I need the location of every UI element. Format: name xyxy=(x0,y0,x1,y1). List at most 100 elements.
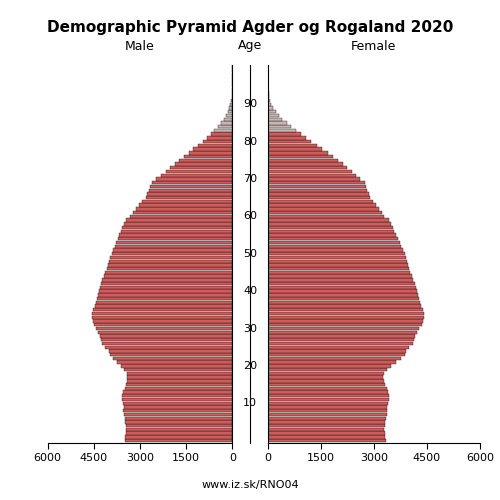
Text: 90: 90 xyxy=(243,99,257,109)
Bar xyxy=(96,327,232,330)
Bar xyxy=(268,278,413,281)
Bar xyxy=(268,122,286,124)
Bar xyxy=(118,237,232,240)
Bar xyxy=(166,170,232,173)
Bar xyxy=(230,106,232,110)
Bar xyxy=(118,360,232,364)
Bar xyxy=(268,312,424,315)
Bar xyxy=(268,256,406,259)
Bar xyxy=(268,211,382,214)
Bar xyxy=(92,320,232,322)
Bar xyxy=(268,364,392,368)
Bar xyxy=(207,136,233,140)
Bar xyxy=(101,338,232,342)
Bar xyxy=(268,185,366,188)
Bar xyxy=(150,185,232,188)
Bar xyxy=(268,267,409,270)
Bar xyxy=(100,334,232,338)
Bar xyxy=(268,95,269,98)
Bar xyxy=(268,316,424,319)
Bar xyxy=(130,214,232,218)
Bar xyxy=(231,99,232,102)
Bar xyxy=(184,155,232,158)
Bar xyxy=(268,188,368,192)
Bar xyxy=(268,222,391,226)
Bar xyxy=(94,304,232,308)
Bar xyxy=(268,226,392,230)
Bar xyxy=(268,248,403,252)
Bar xyxy=(268,372,384,375)
Bar xyxy=(268,346,409,349)
Bar xyxy=(268,290,417,293)
Bar xyxy=(268,327,420,330)
Bar xyxy=(268,174,356,177)
Bar xyxy=(226,114,232,117)
Bar xyxy=(161,174,232,177)
Bar xyxy=(268,323,422,326)
Bar xyxy=(198,144,232,147)
Bar xyxy=(268,234,396,236)
Bar xyxy=(268,360,396,364)
Bar xyxy=(113,356,232,360)
Bar xyxy=(268,158,338,162)
Bar xyxy=(140,204,232,207)
Bar xyxy=(268,162,342,166)
Bar xyxy=(268,166,347,170)
Bar xyxy=(124,409,232,412)
Bar xyxy=(148,188,232,192)
Bar xyxy=(268,151,328,154)
Bar xyxy=(268,192,369,196)
Bar xyxy=(268,204,376,207)
Bar xyxy=(268,286,416,289)
Bar xyxy=(120,234,232,236)
Bar xyxy=(126,424,232,428)
Bar xyxy=(268,342,412,345)
Text: Female: Female xyxy=(351,40,397,52)
Bar xyxy=(228,110,232,114)
Bar xyxy=(268,144,317,147)
Text: 10: 10 xyxy=(243,398,257,408)
Text: 80: 80 xyxy=(243,136,257,146)
Bar xyxy=(180,158,233,162)
Bar xyxy=(268,386,386,390)
Bar xyxy=(268,155,332,158)
Bar xyxy=(100,286,232,289)
Bar xyxy=(98,290,232,293)
Bar xyxy=(175,162,233,166)
Bar xyxy=(121,230,232,233)
Bar xyxy=(124,416,232,420)
Bar xyxy=(122,398,232,401)
Bar xyxy=(268,241,400,244)
Text: Age: Age xyxy=(238,40,262,52)
Bar xyxy=(203,140,232,143)
Bar xyxy=(268,424,384,428)
Bar xyxy=(268,428,384,431)
Bar xyxy=(268,118,282,121)
Bar xyxy=(268,435,386,438)
Bar xyxy=(112,252,232,256)
Bar xyxy=(268,368,387,372)
Bar xyxy=(101,282,232,286)
Bar xyxy=(268,409,387,412)
Bar xyxy=(268,264,408,266)
Bar xyxy=(125,420,232,424)
Text: 30: 30 xyxy=(243,324,257,334)
Bar xyxy=(133,211,232,214)
Bar xyxy=(123,390,232,394)
Bar xyxy=(268,330,417,334)
Bar xyxy=(268,402,388,405)
Bar xyxy=(268,398,388,401)
Text: 70: 70 xyxy=(243,174,257,184)
Bar xyxy=(268,99,270,102)
Bar xyxy=(268,200,373,203)
Text: 60: 60 xyxy=(243,212,257,222)
Bar xyxy=(128,376,232,379)
Bar xyxy=(268,114,278,117)
Bar xyxy=(97,297,232,300)
Bar xyxy=(126,372,232,375)
Bar xyxy=(268,338,414,342)
Bar xyxy=(102,278,232,281)
Bar xyxy=(188,151,232,154)
Text: www.iz.sk/RNO04: www.iz.sk/RNO04 xyxy=(201,480,299,490)
Bar xyxy=(268,244,402,248)
